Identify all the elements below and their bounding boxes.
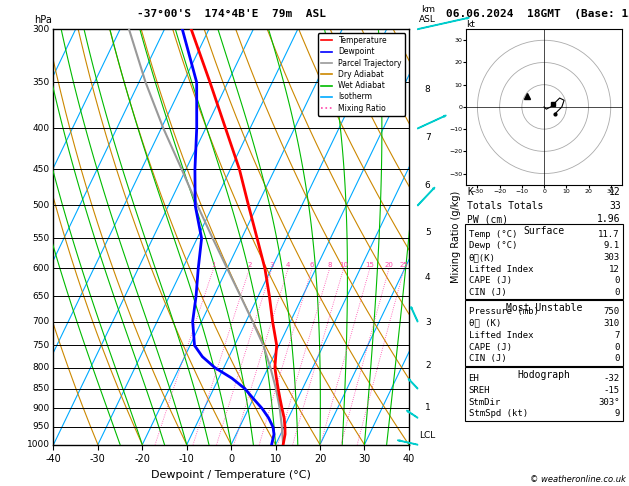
Text: 800: 800 [33, 363, 50, 372]
Text: K: K [467, 187, 473, 197]
Text: θᴇ (K): θᴇ (K) [469, 319, 501, 328]
Text: 0: 0 [614, 343, 620, 351]
Text: CAPE (J): CAPE (J) [469, 276, 511, 285]
Text: PW (cm): PW (cm) [467, 214, 508, 225]
Text: 20: 20 [384, 262, 394, 268]
Text: θᴇ(K): θᴇ(K) [469, 253, 496, 262]
Text: -37°00'S  174°4B'E  79m  ASL: -37°00'S 174°4B'E 79m ASL [136, 9, 326, 19]
Text: 9: 9 [614, 410, 620, 418]
Text: Pressure (mb): Pressure (mb) [469, 307, 538, 316]
Text: 600: 600 [33, 264, 50, 273]
Text: EH: EH [469, 374, 479, 383]
Text: Lifted Index: Lifted Index [469, 265, 533, 274]
Text: CIN (J): CIN (J) [469, 288, 506, 297]
Text: Hodograph: Hodograph [518, 370, 571, 380]
Text: hPa: hPa [34, 15, 52, 25]
Text: 4: 4 [286, 262, 291, 268]
Text: 33: 33 [609, 201, 621, 211]
Text: 0: 0 [614, 288, 620, 297]
Text: 2: 2 [247, 262, 252, 268]
Text: 0: 0 [614, 354, 620, 364]
Text: 12: 12 [609, 265, 620, 274]
Text: CIN (J): CIN (J) [469, 354, 506, 364]
Text: 1000: 1000 [27, 440, 50, 449]
Text: 1.96: 1.96 [598, 214, 621, 225]
Text: StmDir: StmDir [469, 398, 501, 407]
Text: 303: 303 [603, 253, 620, 262]
Text: 750: 750 [603, 307, 620, 316]
Text: 400: 400 [33, 124, 50, 133]
Text: 650: 650 [33, 292, 50, 300]
Text: 500: 500 [33, 201, 50, 210]
Text: 450: 450 [33, 165, 50, 174]
Text: 750: 750 [33, 341, 50, 350]
Text: 8: 8 [425, 85, 431, 94]
Text: 1: 1 [211, 262, 216, 268]
Text: © weatheronline.co.uk: © weatheronline.co.uk [530, 474, 626, 484]
Text: Mixing Ratio (g/kg): Mixing Ratio (g/kg) [451, 191, 461, 283]
Text: 9.1: 9.1 [603, 242, 620, 250]
Text: 700: 700 [33, 317, 50, 326]
Text: 8: 8 [327, 262, 332, 268]
Text: 6: 6 [310, 262, 314, 268]
Text: 950: 950 [33, 422, 50, 432]
Text: 4: 4 [425, 273, 430, 282]
Text: 10: 10 [339, 262, 348, 268]
Text: Totals Totals: Totals Totals [467, 201, 543, 211]
Text: Most Unstable: Most Unstable [506, 303, 582, 313]
Text: 2: 2 [425, 361, 430, 370]
Text: 3: 3 [425, 317, 431, 327]
Text: 300: 300 [33, 25, 50, 34]
Text: -15: -15 [603, 386, 620, 395]
Text: CAPE (J): CAPE (J) [469, 343, 511, 351]
Text: SREH: SREH [469, 386, 490, 395]
Text: 5: 5 [425, 227, 431, 237]
Text: -32: -32 [603, 374, 620, 383]
Text: LCL: LCL [420, 432, 436, 440]
Text: 12: 12 [609, 187, 621, 197]
Text: StmSpd (kt): StmSpd (kt) [469, 410, 528, 418]
Text: 310: 310 [603, 319, 620, 328]
Text: 15: 15 [365, 262, 374, 268]
Text: Temp (°C): Temp (°C) [469, 230, 517, 239]
Text: Lifted Index: Lifted Index [469, 330, 533, 340]
Text: kt: kt [466, 20, 475, 29]
Text: 6: 6 [425, 181, 431, 190]
Text: km
ASL: km ASL [420, 5, 436, 24]
Text: 11.7: 11.7 [598, 230, 620, 239]
Text: 350: 350 [33, 78, 50, 87]
Text: 25: 25 [400, 262, 409, 268]
Text: Dewp (°C): Dewp (°C) [469, 242, 517, 250]
Text: 550: 550 [33, 234, 50, 243]
Text: 1: 1 [425, 403, 431, 412]
Text: 7: 7 [614, 330, 620, 340]
Text: 303°: 303° [598, 398, 620, 407]
X-axis label: Dewpoint / Temperature (°C): Dewpoint / Temperature (°C) [151, 470, 311, 480]
Text: 7: 7 [425, 133, 431, 142]
Text: 0: 0 [614, 276, 620, 285]
Text: 850: 850 [33, 384, 50, 393]
Text: 900: 900 [33, 404, 50, 413]
Text: 06.06.2024  18GMT  (Base: 12): 06.06.2024 18GMT (Base: 12) [446, 9, 629, 19]
Text: Surface: Surface [523, 226, 565, 236]
Legend: Temperature, Dewpoint, Parcel Trajectory, Dry Adiabat, Wet Adiabat, Isotherm, Mi: Temperature, Dewpoint, Parcel Trajectory… [318, 33, 405, 116]
Text: 3: 3 [270, 262, 274, 268]
